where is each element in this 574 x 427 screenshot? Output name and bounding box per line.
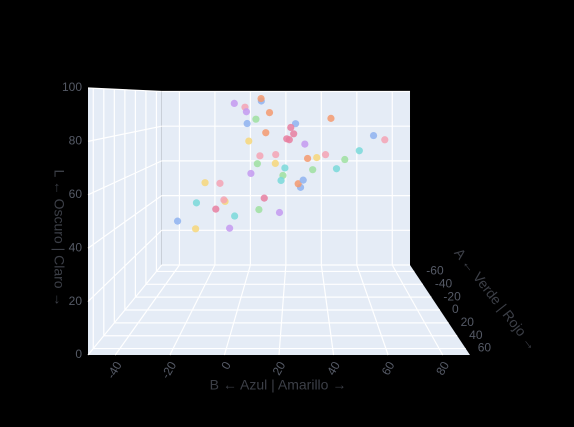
point (242, 108, 251, 116)
point (256, 152, 264, 160)
z-tick-label: 0 (75, 347, 82, 361)
point (265, 109, 274, 117)
point (285, 136, 293, 144)
point (253, 160, 261, 168)
y-tick-label: 0 (452, 302, 459, 316)
point (252, 115, 260, 123)
point (341, 155, 349, 164)
point (255, 205, 263, 214)
z-tick-label: 40 (69, 240, 83, 254)
point (230, 99, 238, 108)
point (231, 212, 239, 220)
point (313, 153, 321, 162)
point (309, 166, 317, 174)
point (281, 164, 289, 172)
x-tick-label: 60 (379, 359, 398, 378)
point (381, 136, 389, 144)
point (173, 217, 182, 225)
point (226, 224, 234, 232)
grid-line (87, 87, 162, 93)
point (294, 180, 302, 188)
y-tick-label: 60 (478, 341, 492, 355)
z-tick-label: 100 (62, 80, 82, 94)
z-axis-title: L ← Oscuro | Claro → (51, 170, 67, 307)
point (290, 130, 298, 138)
point (260, 194, 268, 202)
point (192, 225, 200, 233)
scene: -40 -20 0 20 40 60 80-60-40-200204060020406080… (62, 80, 491, 381)
point (212, 205, 220, 213)
y-tick-label: 40 (469, 328, 483, 342)
point (332, 165, 341, 173)
grid-line (87, 264, 163, 356)
point (247, 169, 255, 178)
point (220, 196, 228, 204)
z-tick-label: 60 (69, 187, 83, 201)
point (287, 123, 295, 132)
x-axis-title: B ← Azul | Amarillo → (210, 377, 347, 393)
point (272, 150, 280, 159)
point (277, 176, 285, 185)
grid-line (87, 229, 163, 303)
point (275, 208, 284, 217)
point (301, 140, 309, 148)
y-tick-label: -60 (426, 264, 444, 278)
y-tick-label: -40 (435, 276, 453, 290)
x-tick-label: 40 (324, 359, 343, 378)
x-tick-label: 80 (433, 359, 452, 378)
x-tick-label: 20 (270, 359, 289, 378)
point (257, 94, 265, 103)
point (243, 119, 251, 128)
grid-line (87, 195, 163, 249)
y-tick-label: -20 (443, 289, 461, 303)
grid-line (87, 125, 162, 142)
point (299, 176, 307, 184)
grid-line (87, 160, 162, 196)
point (245, 137, 253, 145)
point (216, 179, 224, 187)
point (262, 129, 270, 137)
point (201, 179, 209, 187)
point (321, 151, 330, 159)
point (192, 199, 201, 207)
point (355, 147, 363, 155)
z-tick-label: 80 (69, 134, 83, 148)
z-tick-label: 20 (69, 294, 83, 308)
point (271, 159, 279, 168)
point (327, 114, 335, 122)
y-tick-label: 20 (461, 315, 475, 329)
point (303, 154, 312, 163)
point (369, 131, 378, 140)
